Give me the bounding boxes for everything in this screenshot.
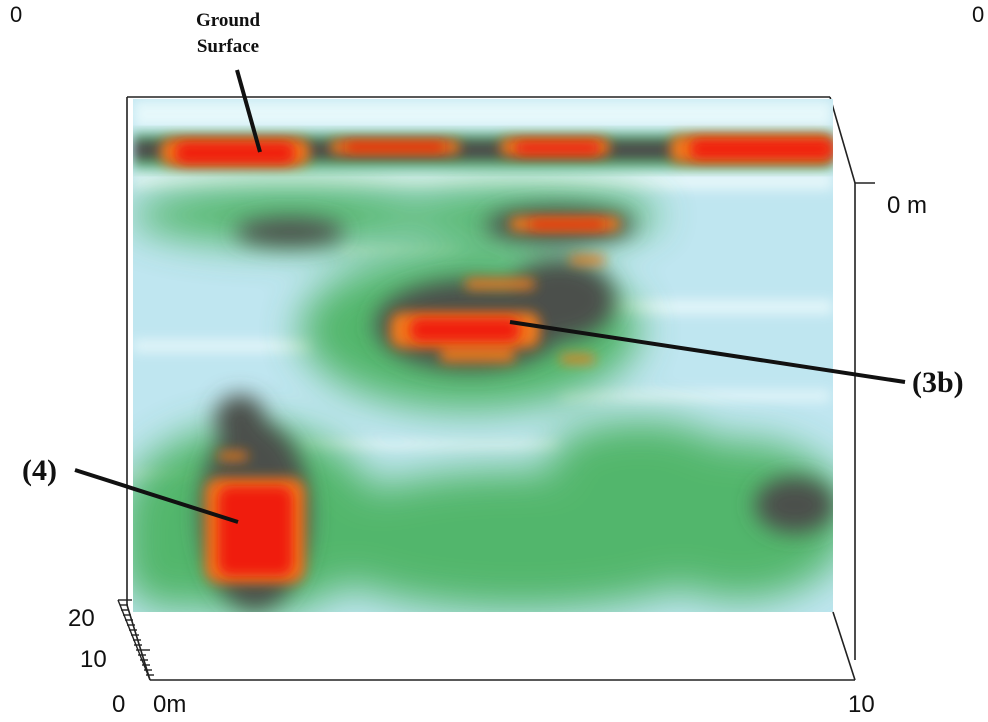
depth-axis-label: 0 m	[887, 192, 927, 219]
callout-4-label: (4)	[22, 454, 57, 487]
ground-surface-leader-line	[235, 69, 262, 153]
y-tick-10: 10	[80, 646, 107, 673]
top-left-corner-label: 0	[10, 2, 22, 27]
y-axis-ruler	[117, 599, 154, 681]
callout-4-leader-line	[74, 468, 239, 524]
x-start-label: 0m	[153, 691, 186, 718]
radargram-image	[133, 99, 833, 612]
callout-3b-label: (3b)	[912, 366, 964, 399]
ground-surface-label-line2: Surface	[197, 36, 259, 57]
perspective-frame	[126, 96, 875, 681]
y-tick-20: 20	[68, 605, 95, 632]
ground-surface-label-line1: Ground	[196, 10, 261, 31]
x-end-label: 10	[848, 691, 875, 718]
callout-3b-leader-line	[509, 320, 906, 384]
top-right-corner-label: 0	[972, 2, 984, 27]
origin-label: 0	[112, 691, 125, 718]
